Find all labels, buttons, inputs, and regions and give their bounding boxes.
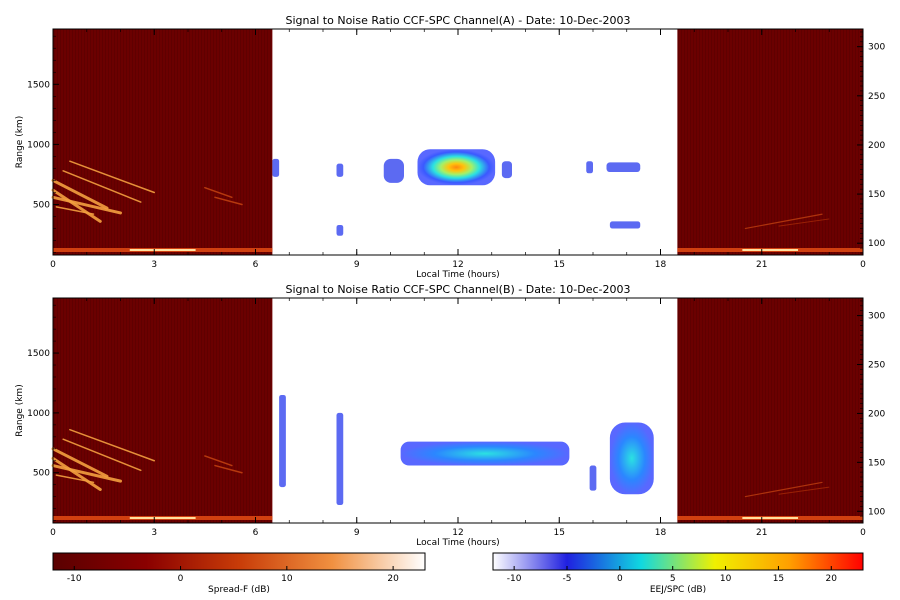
echo-patch [272, 158, 280, 177]
x-axis-label: Local Time (hours) [416, 270, 499, 280]
echo-patch [383, 158, 404, 183]
echo-patch [609, 422, 654, 495]
y2-tick-label: 100 [868, 239, 885, 249]
spread-f-colorbar: -10 0 10 20 Spread-F (dB) [52, 552, 426, 595]
echo-patch [400, 441, 570, 466]
x-tick-label: 12 [452, 528, 463, 538]
colorbar-tick-label: 10 [281, 574, 293, 584]
colorbar-tick-label: 20 [387, 574, 399, 584]
y-tick-label: 1500 [27, 80, 50, 90]
y-axis-label: Range (km) [15, 116, 25, 168]
spread-f-window [677, 298, 863, 523]
y-tick-label: 1500 [27, 349, 50, 359]
colorbar-tick-label: -5 [563, 574, 572, 584]
echo-patch [589, 465, 597, 491]
y2-tick-label: 150 [868, 458, 885, 468]
echo-patch [336, 224, 344, 236]
spread-f-window [51, 298, 273, 523]
x-tick-label: 9 [354, 260, 360, 270]
colorbar-label: Spread-F (dB) [208, 585, 270, 595]
colorbar-tick-label: -10 [507, 574, 522, 584]
y2-tick-label: 100 [868, 507, 885, 517]
chart-title: Signal to Noise Ratio CCF-SPC Channel(B)… [286, 283, 631, 296]
colorbar-tick-label: 10 [720, 574, 732, 584]
echo-patch [417, 149, 496, 186]
panel-b: 0 3 6 9 12 15 18 21 0 500 1000 1500 100 150 200 250 300 S… [15, 283, 885, 548]
echo-patch [609, 221, 641, 229]
x-tick-label: 6 [253, 528, 259, 538]
x-axis-label: Local Time (hours) [416, 538, 499, 548]
y2-tick-label: 150 [868, 190, 885, 200]
x-tick-label: 6 [253, 260, 259, 270]
x-tick-label: 15 [554, 528, 565, 538]
echo-patch [586, 161, 593, 174]
x-tick-label: 0 [860, 260, 866, 270]
y2-tick-label: 200 [868, 141, 885, 151]
panel-a: 0 3 6 9 12 15 18 21 0 500 1000 1500 100 150 200 250 300 S… [15, 14, 885, 280]
y-tick-label: 500 [33, 201, 50, 211]
x-tick-label: 3 [151, 260, 157, 270]
chart-title: Signal to Noise Ratio CCF-SPC Channel(A)… [286, 14, 631, 27]
x-tick-label: 0 [50, 260, 56, 270]
echo-patch [501, 161, 512, 179]
colorbar-tick-label: 0 [617, 574, 623, 584]
colorbar-tick-label: 20 [826, 574, 838, 584]
colorbar-tick-label: 15 [773, 574, 784, 584]
colorbar-tick-label: 0 [178, 574, 184, 584]
x-tick-label: 0 [860, 528, 866, 538]
echo-patch [336, 412, 344, 506]
y2-tick-label: 300 [868, 43, 885, 53]
y-tick-label: 500 [33, 469, 50, 479]
echo-patch [606, 162, 641, 173]
spread-f-window [677, 29, 863, 255]
x-tick-label: 0 [50, 528, 56, 538]
x-tick-label: 3 [151, 528, 157, 538]
echo-patch [336, 163, 344, 177]
x-tick-label: 18 [655, 260, 667, 270]
y-tick-label: 1000 [27, 140, 50, 150]
colorbar-tick-label: 5 [670, 574, 676, 584]
spread-f-window [51, 29, 273, 255]
x-tick-label: 21 [756, 260, 767, 270]
eej-colorbar: -10 -5 0 5 10 15 20 EEJ/SPC (dB) [492, 552, 864, 595]
y2-tick-label: 300 [868, 312, 885, 322]
colorbar-tick-label: -10 [67, 574, 82, 584]
y2-tick-label: 250 [868, 361, 885, 371]
y-tick-label: 1000 [27, 409, 50, 419]
y-axis-label: Range (km) [15, 384, 25, 436]
y2-tick-label: 250 [868, 92, 885, 102]
y2-tick-label: 200 [868, 409, 885, 419]
x-tick-label: 15 [554, 260, 565, 270]
x-tick-label: 9 [354, 528, 360, 538]
echo-patch [279, 394, 286, 488]
x-tick-label: 18 [655, 528, 667, 538]
colorbar-label: EEJ/SPC (dB) [650, 585, 706, 595]
x-tick-label: 21 [756, 528, 767, 538]
x-tick-label: 12 [452, 260, 463, 270]
